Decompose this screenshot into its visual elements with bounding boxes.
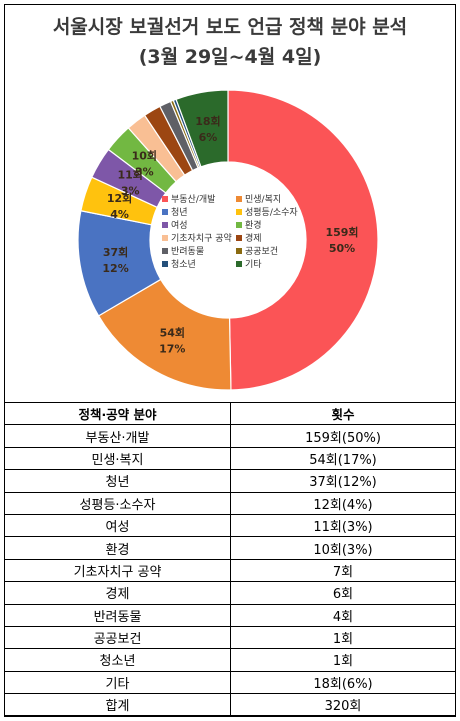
table-cell-count: 1회 (230, 625, 456, 650)
table-row: 환경 10회(3%) (4, 536, 456, 560)
table-cell-category: 반려동물 (4, 603, 231, 627)
slice-percent-label-11: 6% (199, 131, 218, 144)
legend-swatch-2 (162, 209, 168, 215)
slice-percent-label-4: 3% (121, 184, 140, 197)
legend-label-10: 청소년 (171, 259, 196, 270)
table-cell-category: 민생·복지 (4, 446, 231, 471)
legend-swatch-1 (236, 196, 242, 202)
table-row: 민생·복지 54회(17%) (4, 446, 456, 471)
table-cell-count: 6회 (230, 581, 456, 605)
title-line-1: 서울시장 보궐선거 보도 언급 정책 분야 분석 (52, 16, 408, 38)
slice-percent-label-0: 50% (329, 242, 355, 255)
table-cell-category: 공공보건 (4, 625, 231, 650)
table-cell-category: 성평등·소수자 (4, 491, 231, 515)
slice-percent-label-2: 12% (102, 262, 128, 275)
legend-swatch-6 (162, 235, 168, 241)
table-cell-count: 4회 (230, 603, 456, 627)
legend-label-0: 부동산/개발 (171, 194, 215, 205)
table-cell-category: 기초자치구 공약 (4, 558, 231, 583)
legend-label-3: 성평등/소수자 (245, 207, 298, 218)
table-cell-count: 54회(17%) (230, 446, 456, 471)
legend-label-1: 민생/복지 (245, 194, 281, 205)
table-cell-count: 18회(6%) (230, 670, 456, 695)
table-row: 성평등·소수자 12회(4%) (4, 491, 456, 515)
legend-swatch-8 (162, 248, 168, 254)
table-cell-count: 11회(3%) (230, 513, 456, 538)
slice-11 (175, 89, 229, 168)
data-table: 정책·공약 분야 횟수 부동산·개발 159회(50%) 민생·복지 54회(17%)… (4, 401, 456, 717)
table-cell-count: 12회(4%) (230, 491, 456, 515)
slice-percent-label-5: 3% (135, 166, 154, 179)
table-cell-category: 청년 (4, 469, 231, 493)
legend-swatch-7 (236, 235, 242, 241)
table-cell-category: 기타 (4, 670, 231, 695)
table-cell-count: 159회(50%) (230, 424, 456, 448)
table-header-category: 정책·공약 분야 (4, 401, 231, 426)
table-body: 부동산·개발 159회(50%) 민생·복지 54회(17%) 청년 37회(12%) 성평… (4, 424, 456, 717)
legend-label-7: 경제 (245, 232, 262, 244)
table-cell-category: 합계 (4, 693, 231, 717)
table-header-row: 정책·공약 분야 횟수 (4, 401, 456, 426)
table-cell-count: 10회(3%) (230, 536, 456, 560)
legend-swatch-11 (236, 261, 242, 267)
slice-count-label-3: 12회 (107, 191, 132, 205)
legend-label-5: 환경 (245, 219, 262, 231)
table-cell-count: 1회 (230, 648, 456, 672)
donut-chart: 159회50%54회17%37회12%12회4%11회3%10회3%18회6%부… (77, 89, 379, 391)
table-row: 기초자치구 공약 7회 (4, 558, 456, 583)
legend-label-2: 청년 (171, 207, 188, 218)
legend-swatch-4 (162, 222, 168, 228)
legend-swatch-5 (236, 222, 242, 228)
table-header-count: 횟수 (230, 401, 456, 426)
table-cell-count: 37회(12%) (230, 469, 456, 493)
table-row: 경제 6회 (4, 581, 456, 605)
legend-label-9: 공공보건 (245, 246, 278, 257)
table-cell-category: 부동산·개발 (4, 424, 231, 448)
legend-swatch-0 (162, 196, 168, 202)
slice-count-label-1: 54회 (160, 325, 185, 339)
table-cell-count: 7회 (230, 558, 456, 583)
slice-0 (227, 89, 379, 391)
legend-label-8: 반려동물 (171, 246, 204, 257)
slice-count-label-5: 10회 (132, 149, 157, 163)
table-cell-category: 여성 (4, 513, 231, 538)
table-row: 여성 11회(3%) (4, 513, 456, 538)
slice-count-label-2: 37회 (103, 245, 128, 259)
table-row: 공공보건 1회 (4, 625, 456, 650)
legend-label-6: 기초자치구 공약 (171, 232, 232, 244)
legend-swatch-3 (236, 209, 242, 215)
table-cell-category: 경제 (4, 581, 231, 605)
slice-count-label-0: 159회 (325, 225, 358, 239)
title-line-2: (3월 29일~4월 4일) (138, 46, 322, 68)
table-cell-count: 320회 (230, 693, 456, 717)
table-cell-category: 환경 (4, 536, 231, 560)
table-row: 합계 320회 (4, 693, 456, 717)
table-row: 부동산·개발 159회(50%) (4, 424, 456, 448)
table-row: 청소년 1회 (4, 648, 456, 672)
legend-label-4: 여성 (171, 219, 188, 231)
table-row: 반려동물 4회 (4, 603, 456, 627)
legend-label-11: 기타 (245, 259, 262, 270)
chart-title: 서울시장 보궐선거 보도 언급 정책 분야 분석 (3월 29일~4월 4일) (0, 12, 460, 72)
table-row: 청년 37회(12%) (4, 469, 456, 493)
legend-swatch-9 (236, 248, 242, 254)
slice-percent-label-3: 4% (110, 208, 129, 221)
slice-count-label-4: 11회 (118, 167, 143, 181)
table-cell-category: 청소년 (4, 648, 231, 672)
slice-percent-label-1: 17% (159, 342, 185, 355)
legend-swatch-10 (162, 261, 168, 267)
table-row: 기타 18회(6%) (4, 670, 456, 695)
chart-frame (4, 4, 456, 717)
slice-count-label-11: 18회 (195, 114, 220, 128)
